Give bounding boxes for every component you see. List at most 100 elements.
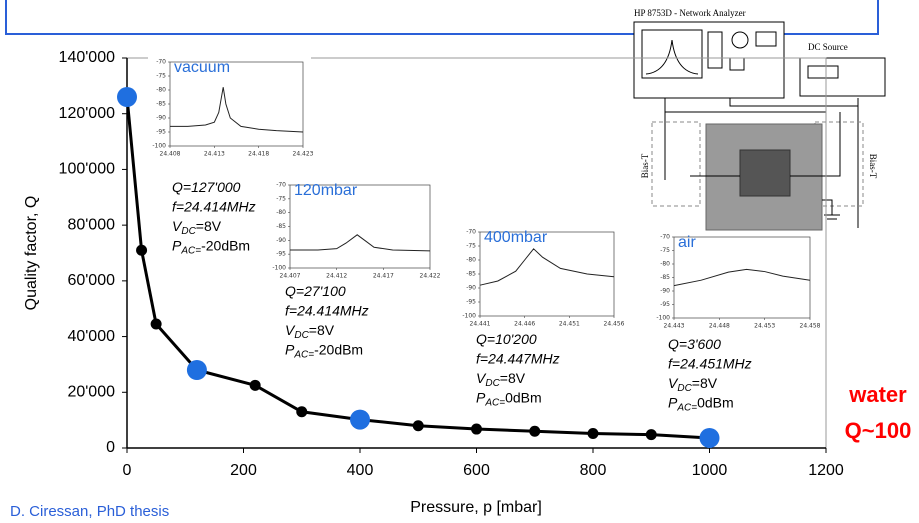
annotation-part: DC xyxy=(485,378,500,389)
inset-x-tick-label: 24.446 xyxy=(514,321,535,328)
bias-t-label: Bias-T xyxy=(640,153,650,178)
annotation-part: P xyxy=(668,394,678,410)
analyzer-curve xyxy=(645,39,699,75)
inset-y-tick-label: -75 xyxy=(276,195,286,202)
inset-y-tick-label: -80 xyxy=(466,257,476,264)
inset-background xyxy=(458,226,622,332)
inset-y-tick-label: -95 xyxy=(466,299,476,306)
inset-y-tick-label: -100 xyxy=(656,315,670,322)
inset-x-tick-label: 24.413 xyxy=(204,151,225,158)
plot-frame xyxy=(127,57,827,448)
data-point xyxy=(412,420,424,432)
analyzer-screen xyxy=(641,29,703,79)
annotation-part: DC xyxy=(294,330,309,341)
bias-t-box xyxy=(814,121,864,207)
inset-y-tick-label: -100 xyxy=(462,313,476,320)
annotation-part: 0dBm xyxy=(697,394,734,410)
annotation-part: DC xyxy=(181,226,196,237)
analyzer-keys xyxy=(707,31,723,69)
analyzer-keys xyxy=(755,31,777,47)
inset-y-tick-label: -80 xyxy=(660,261,670,268)
inset-x-tick-label: 24.456 xyxy=(604,321,625,328)
bias-t-box xyxy=(651,121,701,207)
inset-y-tick-label: -75 xyxy=(156,73,166,80)
annotation-part: f=24.451MHz xyxy=(668,355,752,371)
inset-x-tick-label: 24.458 xyxy=(800,323,821,330)
annotation-part: =8V xyxy=(196,218,222,234)
annotation-line: VDC=8V xyxy=(285,322,335,341)
inset-title: air xyxy=(678,234,696,251)
setup-diagram: HP 8753D - Network Analyzer DC Source Bi… xyxy=(633,8,886,231)
annotation-part: AC= xyxy=(484,397,505,408)
inset-line xyxy=(673,268,811,287)
annotation-part: Q=10'200 xyxy=(476,331,537,347)
y-tick-label: 20'000 xyxy=(67,384,115,401)
analyzer-knob xyxy=(731,31,749,49)
y-tick-label: 120'000 xyxy=(59,105,116,122)
annotation-part: Q=3'600 xyxy=(668,336,721,352)
annotation-line: f=24.414MHz xyxy=(285,302,369,318)
annotation-line: PAC=-20dBm xyxy=(172,237,250,256)
y-tick-label: 60'000 xyxy=(67,272,115,289)
annotation-part: V xyxy=(172,218,183,234)
x-tick-label: 200 xyxy=(230,462,257,479)
annotation-part: =8V xyxy=(500,370,526,386)
inset-x-tick-label: 24.422 xyxy=(420,273,441,280)
annotation-part: AC= xyxy=(293,349,314,360)
inset-x-tick-label: 24.443 xyxy=(664,323,685,330)
source-note: D. Ciressan, PhD thesis xyxy=(10,503,169,520)
header-box xyxy=(5,0,879,35)
annotation-part: =8V xyxy=(309,322,335,338)
x-axis-label: Pressure, p [mbar] xyxy=(410,499,542,516)
inset-line xyxy=(479,248,615,286)
y-axis-label: Quality factor, Q xyxy=(23,196,40,311)
inset-x-tick-label: 24.451 xyxy=(559,321,580,328)
inset-y-tick-label: -85 xyxy=(156,101,166,108)
annotation: Q~100 xyxy=(845,418,912,443)
annotation-line: Q=27'100 xyxy=(285,283,346,299)
analyzer-label: HP 8753D - Network Analyzer xyxy=(634,8,746,18)
bias-t-label: Bias-T xyxy=(868,154,878,179)
data-point xyxy=(150,318,162,330)
inset-y-tick-label: -85 xyxy=(466,271,476,278)
annotation-part: AC= xyxy=(180,245,201,256)
x-tick-label: 400 xyxy=(347,462,374,479)
annotation-part: f=24.447MHz xyxy=(476,350,560,366)
inset-x-tick-label: 24.423 xyxy=(293,151,314,158)
data-point xyxy=(350,409,370,430)
inset-y-tick-label: -70 xyxy=(276,182,286,189)
annotation-line: PAC=0dBm xyxy=(668,394,734,413)
inset-y-tick-label: -95 xyxy=(276,251,286,258)
annotation-line: Q=10'200 xyxy=(476,331,537,347)
x-tick-label: 600 xyxy=(463,462,490,479)
x-tick-label: 800 xyxy=(580,462,607,479)
circuit xyxy=(664,112,841,220)
annotation-part: f=24.414MHz xyxy=(285,302,369,318)
inset-y-tick-label: -90 xyxy=(276,237,286,244)
inset-y-tick-label: -95 xyxy=(660,301,670,308)
data-point xyxy=(117,87,137,107)
annotation-part: P xyxy=(285,341,295,357)
data-point xyxy=(529,425,541,437)
dc-source-box xyxy=(799,57,886,97)
data-point xyxy=(587,428,599,440)
annotation-part: f=24.414MHz xyxy=(172,198,256,214)
dc-source-label: DC Source xyxy=(808,42,848,52)
annotation-part: Q=127'000 xyxy=(172,179,241,195)
wires xyxy=(664,98,859,228)
inset-y-tick-label: -70 xyxy=(156,59,166,66)
inset-y-tick-label: -75 xyxy=(466,243,476,250)
y-tick-label: 100'000 xyxy=(59,161,116,178)
annotation-line: Q=127'000 xyxy=(172,179,241,195)
inset-y-tick-label: -90 xyxy=(156,115,166,122)
inset-y-tick-label: -100 xyxy=(272,265,286,272)
x-tick-label: 1200 xyxy=(808,462,844,479)
inset-line xyxy=(170,87,304,133)
inset-y-tick-label: -75 xyxy=(660,247,670,254)
inset-x-tick-label: 24.417 xyxy=(373,273,394,280)
annotation-line: VDC=8V xyxy=(476,370,526,389)
data-point xyxy=(699,427,720,448)
x-tick-label: 1000 xyxy=(692,462,728,479)
